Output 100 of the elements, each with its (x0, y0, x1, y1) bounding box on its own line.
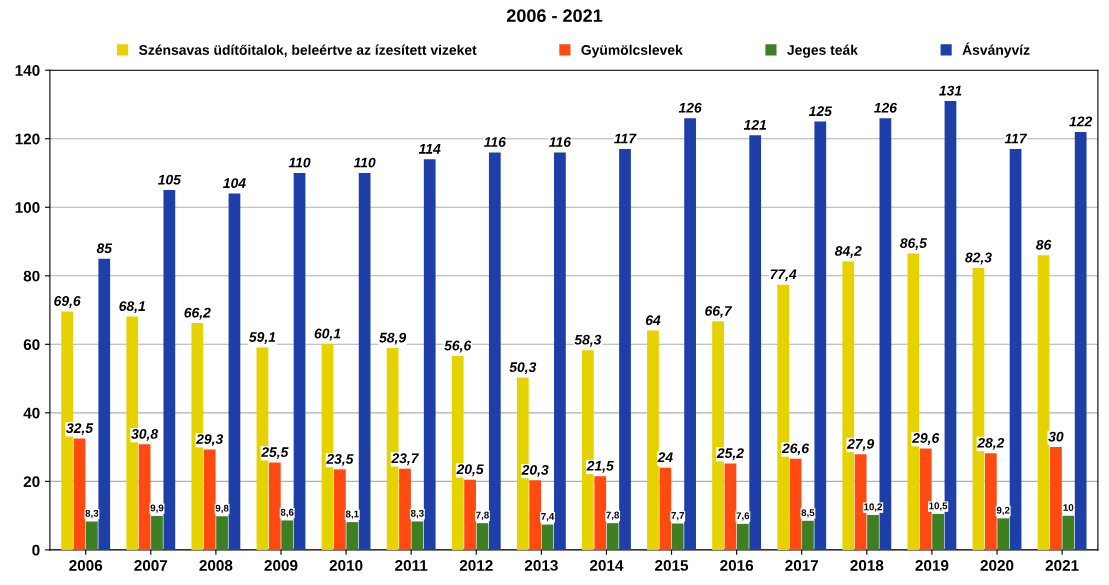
data-label: 116 (549, 137, 572, 147)
data-label: 23,7 (391, 453, 420, 466)
bar (98, 258, 111, 550)
x-tick-label: 2011 (395, 560, 428, 571)
y-tick-label: 120 (15, 133, 40, 145)
bar (802, 520, 814, 550)
data-label: 126 (874, 102, 898, 113)
data-label: 7,4 (541, 513, 555, 522)
bar (1050, 447, 1062, 550)
x-tick-label: 2012 (459, 560, 493, 571)
x-tick-label: 2008 (199, 560, 233, 571)
data-label: 27,9 (846, 438, 875, 451)
bar (659, 467, 672, 550)
bar (488, 152, 501, 550)
data-label: 86,5 (900, 238, 928, 250)
data-label: 9,2 (996, 506, 1010, 516)
data-label: 7,8 (476, 511, 489, 520)
data-label: 8,1 (345, 510, 359, 519)
x-tick-label: 2006 (69, 560, 103, 571)
data-label: 9,9 (150, 504, 164, 513)
bar (867, 514, 879, 550)
y-tick-label: 60 (23, 339, 40, 350)
data-label: 21,5 (586, 460, 614, 473)
x-tick-label: 2014 (589, 560, 624, 571)
data-label: 86 (1036, 239, 1052, 250)
data-label: 121 (743, 119, 767, 130)
x-tick-label: 2007 (134, 560, 168, 571)
x-tick-label: 2017 (785, 560, 819, 571)
data-label: 7,7 (671, 512, 685, 521)
bar (789, 458, 802, 550)
data-label: 25,2 (716, 448, 744, 461)
data-label: 117 (1004, 133, 1028, 144)
bar (647, 330, 659, 550)
bar (814, 121, 827, 550)
data-label: 20,5 (456, 464, 484, 477)
bar (358, 172, 371, 550)
bar (594, 476, 607, 550)
data-label: 114 (418, 144, 441, 154)
data-label: 131 (939, 85, 962, 96)
data-label: 28,2 (977, 437, 1005, 450)
data-label: 110 (288, 157, 311, 168)
data-label: 32,5 (66, 423, 94, 436)
legend-label: Ásványvíz (962, 42, 1030, 58)
data-label: 82,3 (965, 252, 992, 265)
data-label: 69,6 (54, 296, 81, 308)
data-label: 122 (1069, 116, 1093, 127)
data-label: 23,5 (326, 454, 354, 466)
data-label: 50,3 (509, 362, 537, 375)
data-label: 7,8 (606, 511, 620, 520)
bar (203, 449, 216, 550)
y-tick-label: 80 (23, 270, 40, 282)
data-label: 24 (657, 452, 673, 463)
bar (529, 480, 542, 550)
bar (736, 523, 749, 550)
bar (281, 520, 294, 550)
x-tick-label: 2020 (980, 560, 1014, 571)
data-label: 8,6 (280, 508, 294, 518)
x-tick-label: 2013 (524, 560, 558, 571)
data-label: 7,6 (736, 512, 750, 521)
data-label: 20,3 (521, 464, 549, 477)
bar (606, 523, 619, 550)
x-tick-label: 2009 (264, 560, 298, 571)
data-label: 110 (353, 157, 376, 168)
bar (464, 479, 476, 550)
bar (984, 453, 997, 550)
data-label: 9,8 (215, 504, 229, 514)
bar (346, 522, 359, 550)
x-tick-label: 2019 (915, 560, 949, 571)
data-label: 117 (614, 133, 637, 144)
data-label: 8,3 (85, 509, 99, 519)
data-label: 126 (678, 102, 702, 113)
bar (216, 516, 228, 550)
x-tick-label: 2016 (720, 560, 754, 571)
data-label: 30 (1048, 431, 1064, 442)
bar (73, 438, 86, 550)
data-label: 8,5 (801, 509, 815, 518)
x-tick-label: 2021 (1045, 560, 1079, 571)
bar (86, 521, 98, 550)
data-label: 29,3 (195, 434, 224, 446)
data-label: 85 (96, 243, 113, 254)
data-label: 10 (1063, 504, 1074, 511)
bar (997, 518, 1010, 550)
data-label: 125 (808, 106, 833, 117)
bar (151, 515, 163, 550)
bar (399, 468, 411, 550)
y-tick-label: 0 (32, 544, 40, 556)
data-label: 105 (157, 174, 182, 185)
legend-label: Gyümölcslevek (581, 44, 683, 58)
data-label: 10,2 (864, 503, 883, 512)
y-tick-label: 40 (23, 407, 40, 419)
data-label: 104 (223, 178, 246, 189)
bar (411, 521, 424, 550)
bar (724, 463, 737, 550)
bar (334, 469, 346, 550)
data-label: 66,2 (184, 307, 211, 320)
bar (671, 523, 684, 550)
data-label: 66,7 (705, 306, 733, 318)
x-tick-label: 2010 (329, 560, 363, 571)
bar (932, 513, 944, 550)
data-label: 29,6 (912, 433, 940, 445)
